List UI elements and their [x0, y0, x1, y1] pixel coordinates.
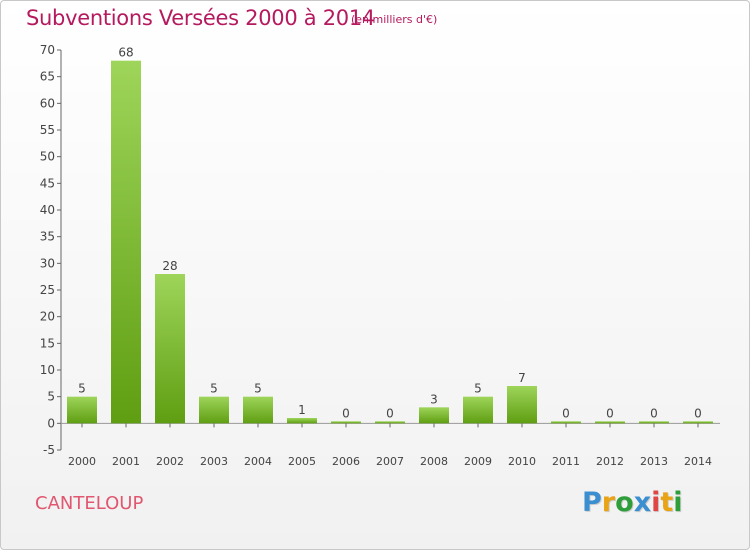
bar-value-label: 0 [694, 406, 702, 420]
bar [111, 60, 141, 424]
brand-letter: o [615, 487, 634, 518]
x-tick-label: 2001 [112, 455, 140, 468]
y-tick-label: 45 [40, 176, 55, 190]
x-tick-label: 2002 [156, 455, 184, 468]
bar-value-label: 0 [606, 406, 614, 420]
bar [243, 396, 273, 424]
bar-value-label: 5 [210, 382, 218, 396]
x-tick-label: 2000 [68, 455, 96, 468]
x-tick-label: 2004 [244, 455, 272, 468]
chart-subtitle: (en milliers d'€) [351, 13, 438, 26]
bar [199, 396, 229, 424]
y-tick-label: 35 [40, 230, 55, 244]
x-tick-label: 2014 [684, 455, 712, 468]
y-tick-label: 25 [40, 283, 55, 297]
bar-value-label: 1 [298, 403, 306, 417]
y-tick-label: 40 [40, 203, 55, 217]
bar [419, 407, 449, 424]
x-tick-label: 2007 [376, 455, 404, 468]
bar-value-label: 5 [474, 382, 482, 396]
x-tick-label: 2010 [508, 455, 536, 468]
y-tick-label: 0 [47, 416, 55, 430]
brand-letter: t [660, 487, 674, 518]
bar [463, 396, 493, 424]
bar-value-label: 28 [162, 259, 177, 273]
y-tick-label: 70 [40, 43, 55, 57]
y-tick-label: 20 [40, 310, 55, 324]
bar-value-label: 68 [118, 46, 133, 60]
y-tick-label: 65 [40, 70, 55, 84]
y-tick-label: 5 [47, 390, 55, 404]
bar [551, 421, 581, 424]
bar-value-label: 5 [78, 382, 86, 396]
y-tick-label: 10 [40, 363, 55, 377]
y-tick-label: 30 [40, 256, 55, 270]
x-tick-label: 2003 [200, 455, 228, 468]
brand-logo: Proxiti [582, 487, 683, 518]
y-tick-label: 60 [40, 96, 55, 110]
chart-bars: 5 68 28 5 5 1 0 0 3 5 7 0 0 0 0 [67, 46, 713, 424]
x-tick-label: 2009 [464, 455, 492, 468]
x-tick-label: 2006 [332, 455, 360, 468]
bar [287, 418, 317, 424]
bar [507, 386, 537, 424]
bar-value-label: 7 [518, 371, 526, 385]
bar-value-label: 0 [386, 406, 394, 420]
y-tick-label: 15 [40, 336, 55, 350]
bar [683, 421, 713, 424]
bar-value-label: 0 [650, 406, 658, 420]
bar [595, 421, 625, 424]
x-tick-label: 2008 [420, 455, 448, 468]
bar [67, 396, 97, 424]
x-tick-label: 2005 [288, 455, 316, 468]
bar [155, 274, 185, 424]
x-tick-label: 2013 [640, 455, 668, 468]
y-tick-label: 55 [40, 123, 55, 137]
bar-value-label: 0 [562, 406, 570, 420]
x-tick-label: 2012 [596, 455, 624, 468]
bar-value-label: 0 [342, 406, 350, 420]
bar-value-label: 3 [430, 392, 438, 406]
bar [639, 421, 669, 424]
brand-letter: P [582, 487, 602, 518]
bar [331, 421, 361, 424]
y-tick-label: -5 [43, 443, 55, 457]
brand-letter: r [601, 487, 616, 518]
location-name: CANTELOUP [35, 493, 144, 514]
brand-letter: i [673, 487, 683, 518]
brand-letter: i [651, 487, 661, 518]
chart-title: Subventions Versées 2000 à 2014 [26, 6, 375, 30]
x-tick-label: 2011 [552, 455, 580, 468]
brand-letter: x [633, 487, 652, 518]
y-tick-label: 50 [40, 150, 55, 164]
bar [375, 421, 405, 424]
bar-value-label: 5 [254, 382, 262, 396]
